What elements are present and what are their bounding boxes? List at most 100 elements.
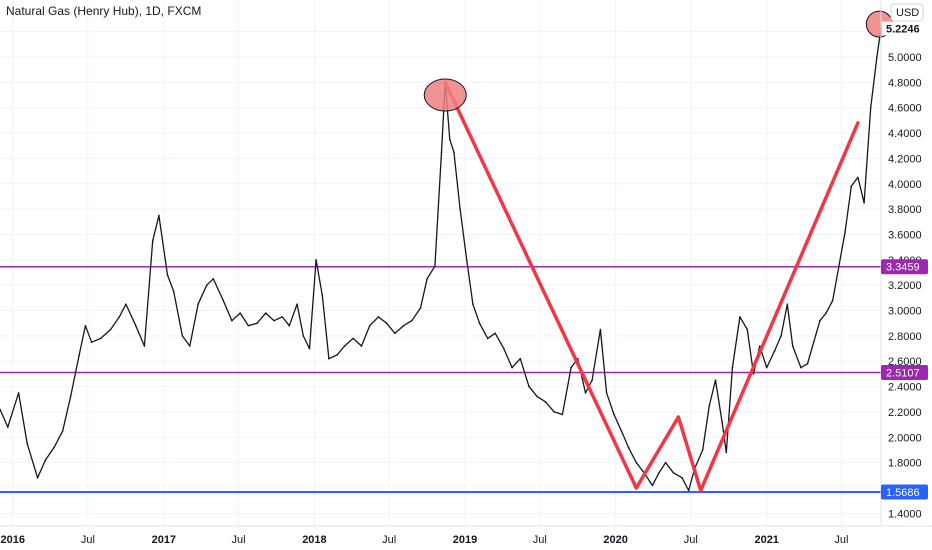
price-point: [84, 324, 87, 327]
price-point: [511, 366, 513, 369]
price-point: [708, 404, 711, 407]
price-point: [752, 373, 755, 375]
price-point: [99, 337, 102, 340]
level-price-tags: 3.3459 2.5107 1.5686 5.2246: [881, 21, 928, 500]
price-point: [536, 395, 539, 398]
price-point: [672, 471, 675, 474]
time-axis[interactable]: 2016 Jul 2017 Jul 2018 Jul 2019 Jul 2020 Jul 2021 J…: [1, 534, 849, 546]
price-point: [328, 357, 330, 360]
price-point: [850, 185, 853, 188]
price-point: [321, 294, 324, 297]
price-point: [786, 303, 789, 305]
price-point: [478, 322, 481, 325]
price-point: [812, 341, 815, 344]
y-tick-label: 4.2000: [888, 153, 922, 165]
price-point: [844, 231, 846, 233]
price-point: [288, 324, 291, 327]
y-tick-label: 2.2000: [888, 407, 922, 419]
y-tick-label: 2.0000: [888, 432, 922, 444]
price-point: [256, 322, 258, 325]
level-tag-bg: [881, 365, 928, 381]
price-point: [584, 392, 587, 394]
price-point: [109, 328, 112, 331]
price-point: [440, 151, 443, 153]
price-point: [166, 274, 169, 276]
y-tick-label: 2.8000: [888, 331, 922, 343]
price-point: [308, 347, 311, 350]
price-point: [368, 324, 371, 327]
trend-drawing[interactable]: [443, 80, 860, 493]
price-point: [681, 477, 683, 479]
price-point: [528, 385, 530, 388]
price-point: [453, 151, 455, 153]
price-point: [296, 303, 298, 305]
price-point: [17, 392, 20, 394]
y-tick-label: 1.8000: [888, 458, 922, 470]
price-point: [605, 392, 608, 394]
price-point: [465, 259, 468, 261]
price-point: [613, 413, 615, 416]
x-tick-label: 2020: [603, 534, 627, 546]
price-point: [591, 379, 593, 382]
y-tick-label: 4.4000: [888, 128, 922, 140]
price-point: [7, 426, 9, 428]
price-point: [90, 341, 93, 344]
price-point: [181, 335, 184, 337]
price-point: [687, 489, 690, 492]
price-point: [472, 303, 474, 305]
trend-line[interactable]: [443, 80, 860, 493]
level-tag-label: 1.5686: [886, 487, 920, 499]
price-point: [360, 345, 363, 347]
price-point: [620, 430, 623, 432]
horizontal-levels[interactable]: [0, 265, 881, 493]
price-point: [189, 345, 191, 347]
price-point: [857, 176, 859, 179]
x-tick-label: Jul: [81, 534, 95, 546]
y-tick-label: 3.6000: [888, 229, 922, 241]
x-tick-label: Jul: [231, 534, 245, 546]
price-point: [426, 278, 428, 280]
y-tick-label: 3.8000: [888, 204, 922, 216]
price-point: [863, 201, 865, 204]
price-point: [143, 345, 146, 347]
price-point: [302, 335, 305, 337]
price-point: [352, 337, 355, 340]
price-point: [281, 316, 284, 318]
price-point: [205, 284, 208, 286]
x-tick-label: 2021: [754, 534, 778, 546]
price-point: [825, 312, 827, 314]
price-point: [791, 345, 794, 347]
price-point: [570, 366, 572, 369]
price-point: [503, 347, 505, 350]
price-point: [627, 446, 630, 449]
highlight-circle[interactable]: [423, 78, 467, 112]
price-point: [731, 366, 734, 369]
price-point: [411, 319, 413, 322]
price-point: [553, 411, 555, 413]
price-point: [134, 324, 137, 327]
price-point: [664, 461, 667, 464]
price-point: [53, 446, 55, 449]
price-point: [494, 332, 496, 335]
price-point: [658, 471, 660, 474]
x-tick-label: 2016: [1, 534, 25, 546]
x-tick-label: Jul: [684, 534, 698, 546]
last-price-tag-bg: [882, 21, 928, 36]
price-point: [197, 303, 199, 305]
price-point: [273, 319, 275, 322]
x-tick-label: Jul: [382, 534, 396, 546]
x-tick-label: 2019: [453, 534, 477, 546]
price-point: [385, 322, 388, 325]
y-tick-label: 3.2000: [888, 280, 922, 292]
price-point: [151, 240, 154, 242]
price-point: [876, 56, 878, 58]
price-point: [239, 312, 241, 314]
price-point: [838, 265, 840, 267]
price-point: [773, 350, 776, 352]
price-point: [231, 319, 233, 322]
x-tick-label: Jul: [834, 534, 848, 546]
price-point: [0, 408, 1, 411]
currency-badge[interactable]: USD: [890, 3, 924, 22]
level-tag-label: 2.5107: [886, 368, 920, 380]
